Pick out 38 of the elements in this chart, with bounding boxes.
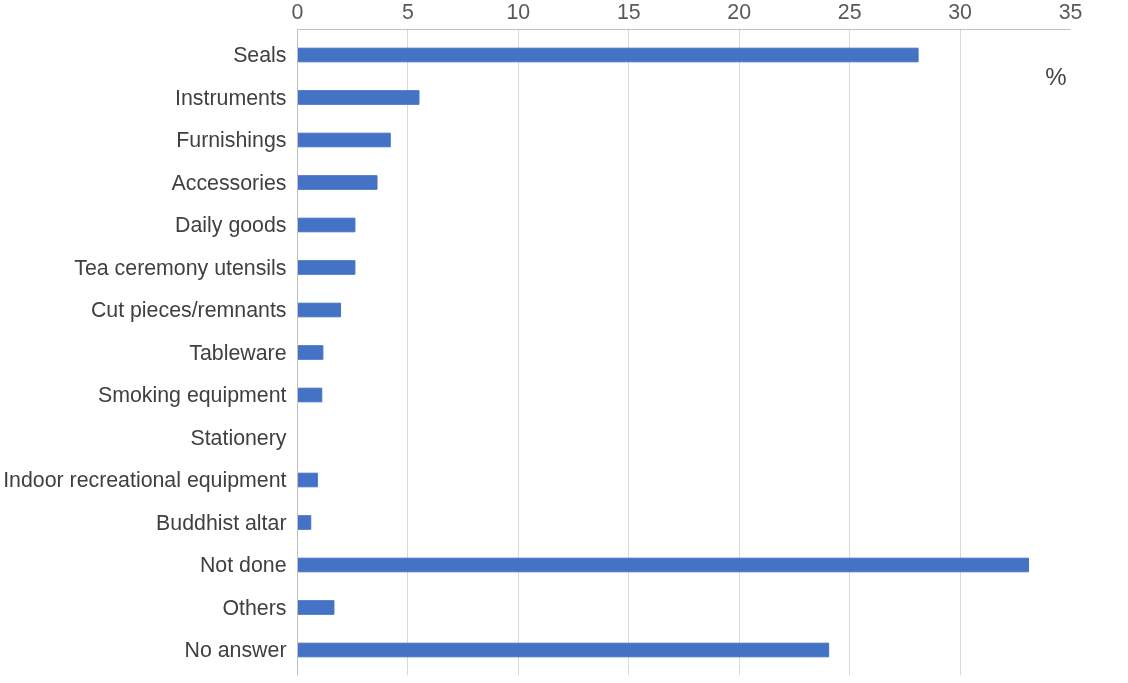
y-tick-label: Stationery — [190, 425, 287, 450]
x-tick-label: 35 — [1058, 0, 1083, 24]
y-tick-label: Tableware — [189, 340, 287, 365]
bar — [297, 217, 356, 233]
bar — [297, 387, 323, 403]
bar — [297, 90, 420, 105]
y-tick-label: Daily goods — [175, 213, 287, 237]
y-tick-label: Indoor recreational equipment — [3, 468, 287, 492]
y-tick-label: Buddhist altar — [156, 510, 287, 535]
y-tick-label: Seals — [233, 43, 287, 67]
x-tick-label: 25 — [837, 0, 862, 24]
x-tick-label: 20 — [727, 0, 752, 24]
bar — [297, 302, 342, 318]
bar — [297, 600, 335, 615]
bar — [297, 47, 919, 63]
x-tick-label: 30 — [948, 0, 973, 24]
y-tick-label: Cut pieces/remnants — [90, 298, 287, 322]
y-tick-label: Furnishings — [176, 128, 287, 152]
y-tick-label: Instruments — [175, 85, 287, 110]
x-tick-label: 15 — [616, 0, 641, 24]
y-tick-label: No answer — [184, 638, 287, 662]
bar — [297, 472, 318, 488]
y-tick-label: Not done — [199, 553, 287, 577]
bar — [297, 132, 391, 148]
bar — [297, 515, 312, 530]
x-tick-label: 10 — [506, 0, 531, 24]
bar — [297, 345, 324, 360]
bar — [297, 642, 830, 658]
y-tick-label: Smoking equipment — [97, 383, 287, 407]
y-tick-label: Tea ceremony utensils — [74, 255, 287, 280]
bar — [297, 260, 356, 275]
bar — [297, 175, 378, 190]
x-tick-label: 5 — [402, 0, 414, 24]
y-tick-label: Others — [222, 595, 287, 620]
y-tick-label: Accessories — [171, 170, 287, 195]
x-axis-title: % — [1045, 63, 1067, 90]
bar — [297, 557, 1030, 573]
x-tick-label: 0 — [291, 0, 304, 24]
